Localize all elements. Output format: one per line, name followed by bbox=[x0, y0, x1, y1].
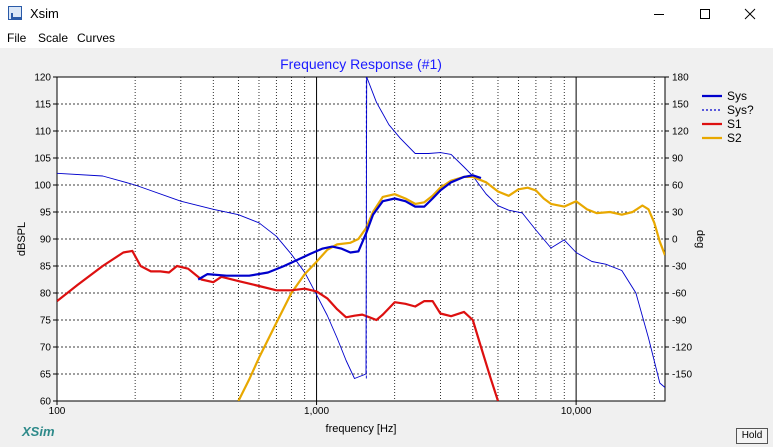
y-tick-label: 80 bbox=[40, 289, 52, 300]
window-title: Xsim bbox=[30, 6, 59, 21]
legend-label: S2 bbox=[727, 131, 742, 145]
x-tick-label: 100 bbox=[49, 406, 66, 417]
y2-tick-label: -120 bbox=[672, 343, 692, 354]
y-tick-label: 75 bbox=[40, 316, 52, 327]
y-tick-label: 70 bbox=[40, 343, 52, 354]
series-sys-line bbox=[57, 77, 665, 388]
legend-label: S1 bbox=[727, 117, 742, 131]
y-tick-label: 120 bbox=[34, 73, 51, 84]
y2-tick-label: -90 bbox=[672, 316, 687, 327]
y2-tick-label: -30 bbox=[672, 262, 687, 273]
y-tick-label: 85 bbox=[40, 262, 52, 273]
y-axis-label: dBSPL bbox=[16, 222, 28, 256]
minimize-button[interactable] bbox=[636, 0, 682, 28]
y2-tick-label: -60 bbox=[672, 289, 687, 300]
y2-tick-label: 0 bbox=[672, 235, 678, 246]
y-tick-label: 90 bbox=[40, 235, 52, 246]
minimize-icon bbox=[654, 14, 664, 15]
y2-tick-label: 30 bbox=[672, 208, 684, 219]
series-sys-line bbox=[197, 174, 482, 281]
menu-file[interactable]: File bbox=[7, 31, 27, 45]
y-tick-label: 60 bbox=[40, 397, 52, 408]
close-button[interactable] bbox=[727, 0, 773, 28]
y-tick-label: 100 bbox=[34, 181, 51, 192]
y-tick-label: 65 bbox=[40, 370, 52, 381]
y2-axis-label: deg bbox=[694, 230, 706, 248]
legend-label: Sys? bbox=[727, 103, 754, 117]
maximize-button[interactable] bbox=[682, 0, 728, 28]
x-axis-label: frequency [Hz] bbox=[326, 423, 397, 435]
menu-scale[interactable]: Scale bbox=[38, 31, 69, 45]
legend bbox=[702, 94, 722, 140]
close-icon bbox=[744, 8, 756, 20]
frequency-response-chart: 60 65 70 75 80 85 90 95 100 105 110 115 120 -150 -120 -… bbox=[16, 56, 754, 435]
y2-tick-label: 120 bbox=[672, 127, 689, 138]
y2-tick-label: 90 bbox=[672, 154, 684, 165]
app-icon bbox=[8, 6, 22, 20]
xsim-logo: XSim bbox=[22, 424, 55, 439]
series-s1-line bbox=[57, 249, 500, 401]
menu-bar: File Scale Curves bbox=[0, 28, 773, 48]
y2-tick-label: -150 bbox=[672, 370, 692, 381]
y-tick-label: 105 bbox=[34, 154, 51, 165]
y-tick-label: 95 bbox=[40, 208, 52, 219]
x-tick-label: 10,000 bbox=[561, 406, 592, 417]
chart-title: Frequency Response (#1) bbox=[280, 56, 442, 72]
legend-label: Sys bbox=[727, 89, 747, 103]
y2-tick-label: 150 bbox=[672, 100, 689, 111]
maximize-icon bbox=[700, 9, 710, 19]
y-tick-label: 110 bbox=[35, 127, 51, 138]
y2-tick-label: 60 bbox=[672, 181, 684, 192]
menu-curves[interactable]: Curves bbox=[77, 31, 116, 45]
hold-button[interactable]: Hold bbox=[736, 428, 768, 444]
y-tick-label: 115 bbox=[35, 100, 51, 111]
x-tick-label: 1,000 bbox=[304, 406, 329, 417]
y2-tick-label: 180 bbox=[672, 73, 689, 84]
title-bar: Xsim bbox=[0, 0, 773, 28]
